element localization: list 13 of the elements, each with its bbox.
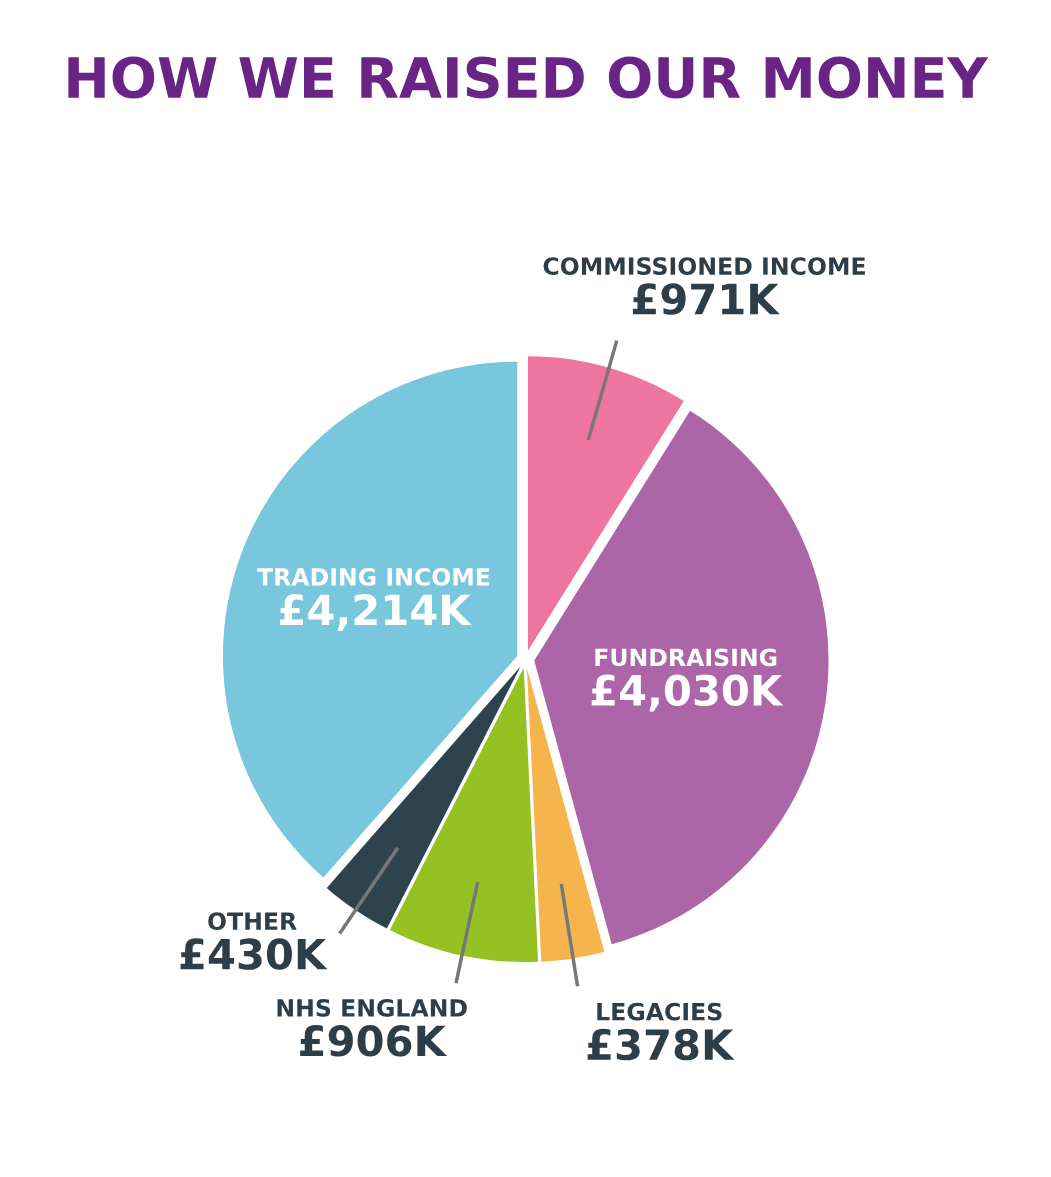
slice-label: NHS ENGLAND xyxy=(277,998,467,1017)
data-label: £906K xyxy=(300,1025,448,1057)
slice-label: FUNDRAISING xyxy=(595,648,777,667)
slice-label: OTHER xyxy=(208,912,297,931)
slice-label: LEGACIES xyxy=(597,1002,722,1021)
chart-title: HOW WE RAISED OUR MONEY xyxy=(68,56,989,99)
data-label: £378K xyxy=(587,1028,735,1061)
data-label: £430K xyxy=(180,938,328,970)
data-label: £971K xyxy=(632,283,780,315)
slice-label: COMMISSIONED INCOME xyxy=(543,257,865,276)
data-label: £4,214K xyxy=(280,594,472,631)
data-label: £4,030K xyxy=(591,674,784,712)
slice-label: TRADING INCOME xyxy=(257,567,490,586)
